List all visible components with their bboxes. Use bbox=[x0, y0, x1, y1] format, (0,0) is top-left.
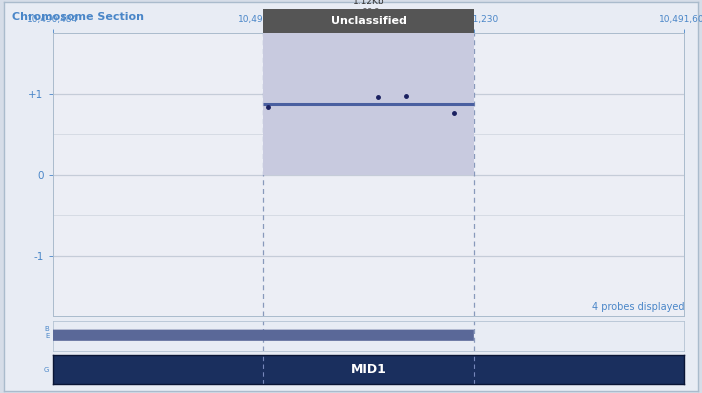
Text: 1.12Kb: 1.12Kb bbox=[352, 0, 385, 6]
Text: Unclassified: Unclassified bbox=[331, 16, 406, 26]
Text: Chromosome Section: Chromosome Section bbox=[12, 12, 144, 22]
Text: B: B bbox=[45, 325, 49, 332]
Text: G: G bbox=[44, 367, 49, 373]
Text: 4 probes displayed: 4 probes displayed bbox=[592, 302, 684, 312]
Bar bbox=[263, 9, 474, 33]
Bar bbox=[263, 33, 474, 175]
Text: p22.2: p22.2 bbox=[358, 8, 379, 17]
FancyArrow shape bbox=[0, 329, 474, 342]
Text: MID1: MID1 bbox=[350, 363, 387, 376]
Text: E: E bbox=[45, 333, 49, 339]
